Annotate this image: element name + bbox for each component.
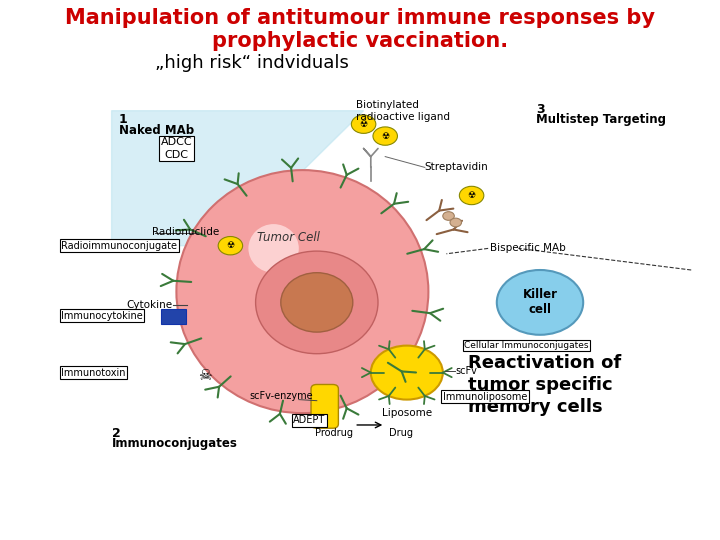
Text: 1: 1 bbox=[119, 113, 127, 126]
Text: Bispecific MAb: Bispecific MAb bbox=[490, 244, 565, 253]
Text: „high risk“ indviduals: „high risk“ indviduals bbox=[155, 54, 349, 72]
Text: Manipulation of antitumour immune responses by: Manipulation of antitumour immune respon… bbox=[65, 8, 655, 28]
Ellipse shape bbox=[281, 273, 353, 332]
Text: Immunoliposome: Immunoliposome bbox=[443, 392, 527, 402]
Circle shape bbox=[351, 115, 376, 133]
Circle shape bbox=[373, 127, 397, 145]
Ellipse shape bbox=[256, 251, 378, 354]
Text: prophylactic vaccination.: prophylactic vaccination. bbox=[212, 31, 508, 51]
Text: 3: 3 bbox=[536, 103, 545, 116]
Text: scFv-enzyme: scFv-enzyme bbox=[249, 391, 312, 401]
FancyBboxPatch shape bbox=[311, 384, 338, 428]
Text: ADEPT: ADEPT bbox=[293, 415, 325, 425]
Text: Streptavidin: Streptavidin bbox=[425, 163, 489, 172]
Circle shape bbox=[450, 218, 462, 227]
Text: ☢: ☢ bbox=[226, 241, 235, 250]
Circle shape bbox=[443, 212, 454, 220]
Text: ☢: ☢ bbox=[467, 191, 476, 200]
Text: scFv: scFv bbox=[455, 366, 477, 376]
Ellipse shape bbox=[176, 170, 428, 413]
Text: Drug: Drug bbox=[389, 428, 413, 438]
Text: Radioimmunoconjugate: Radioimmunoconjugate bbox=[61, 241, 177, 251]
Text: Multistep Targeting: Multistep Targeting bbox=[536, 113, 667, 126]
Text: Reactivation of
tumor specific
memory cells: Reactivation of tumor specific memory ce… bbox=[468, 354, 621, 416]
Text: Liposome: Liposome bbox=[382, 408, 432, 418]
Circle shape bbox=[459, 186, 484, 205]
Text: Biotinylated
radioactive ligand: Biotinylated radioactive ligand bbox=[356, 100, 451, 122]
Text: Killer
cell: Killer cell bbox=[523, 288, 557, 316]
Text: Immunocytokine: Immunocytokine bbox=[61, 311, 143, 321]
Text: Immunoconjugates: Immunoconjugates bbox=[112, 437, 238, 450]
Text: ☢: ☢ bbox=[359, 120, 368, 129]
Text: Radionuclide: Radionuclide bbox=[153, 227, 220, 237]
FancyBboxPatch shape bbox=[161, 309, 186, 324]
Ellipse shape bbox=[248, 224, 299, 273]
Circle shape bbox=[497, 270, 583, 335]
Text: Prodrug: Prodrug bbox=[315, 428, 353, 438]
Text: Naked MAb: Naked MAb bbox=[119, 124, 194, 137]
Text: Cellular Immunoconjugates: Cellular Immunoconjugates bbox=[464, 341, 589, 350]
Text: ☢: ☢ bbox=[381, 132, 390, 140]
Text: ☠: ☠ bbox=[199, 368, 212, 383]
Text: Cytokine: Cytokine bbox=[127, 300, 173, 310]
Text: ADCC
CDC: ADCC CDC bbox=[161, 137, 192, 160]
Circle shape bbox=[218, 237, 243, 255]
Circle shape bbox=[371, 346, 443, 400]
Text: Immunotoxin: Immunotoxin bbox=[61, 368, 126, 377]
Polygon shape bbox=[112, 111, 364, 246]
Text: 2: 2 bbox=[112, 427, 120, 440]
Text: Tumor Cell: Tumor Cell bbox=[256, 231, 320, 244]
